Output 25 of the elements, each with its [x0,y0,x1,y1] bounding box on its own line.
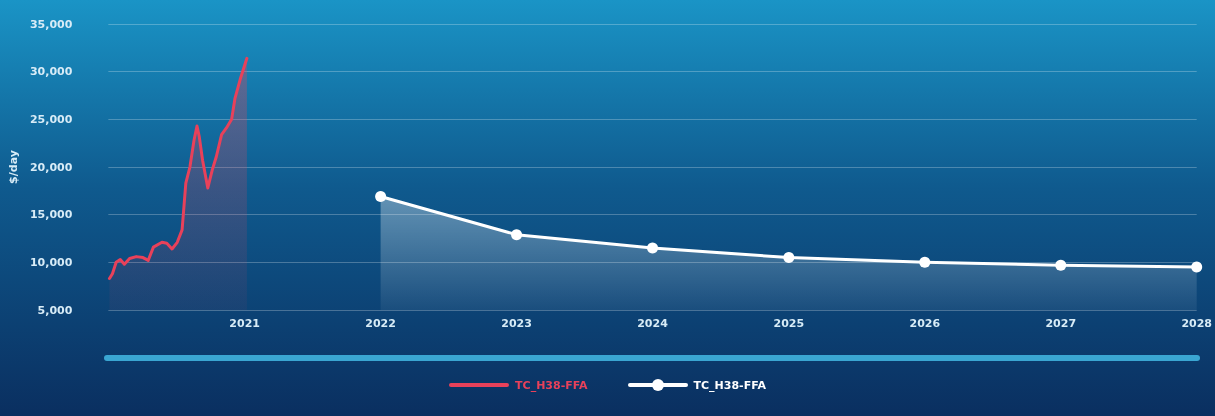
text: TC_H38-FFA [515,378,588,392]
x-tick-label: 2027 [1045,317,1077,330]
point [1191,261,1203,273]
y-tick-label: 20,000 [29,160,73,174]
y-tick-label: 5,000 [37,303,73,317]
point [919,256,931,268]
y-tick-label: 35,000 [29,17,73,31]
x-tick-label: 2026 [909,317,941,330]
y-tick-label: 30,000 [29,65,73,79]
x-tick-label: 2023 [501,317,532,330]
x-tick-label: 2024 [637,317,669,330]
y-tick-label: 15,000 [29,208,73,222]
point [1055,259,1067,271]
point [511,229,523,241]
x-tick-label: 2025 [773,317,805,330]
x-tick-label: 2022 [365,317,396,330]
y-axis-title: $/day [7,150,20,184]
point [375,191,387,203]
y-tick-label: 10,000 [29,255,73,269]
x-tick-label: 2028 [1181,317,1212,330]
point [647,242,659,254]
point [783,252,795,264]
x-tick-label: 2021 [229,317,260,330]
text: TC_H38-FFA [693,378,766,392]
y-tick-label: 25,000 [29,112,73,126]
